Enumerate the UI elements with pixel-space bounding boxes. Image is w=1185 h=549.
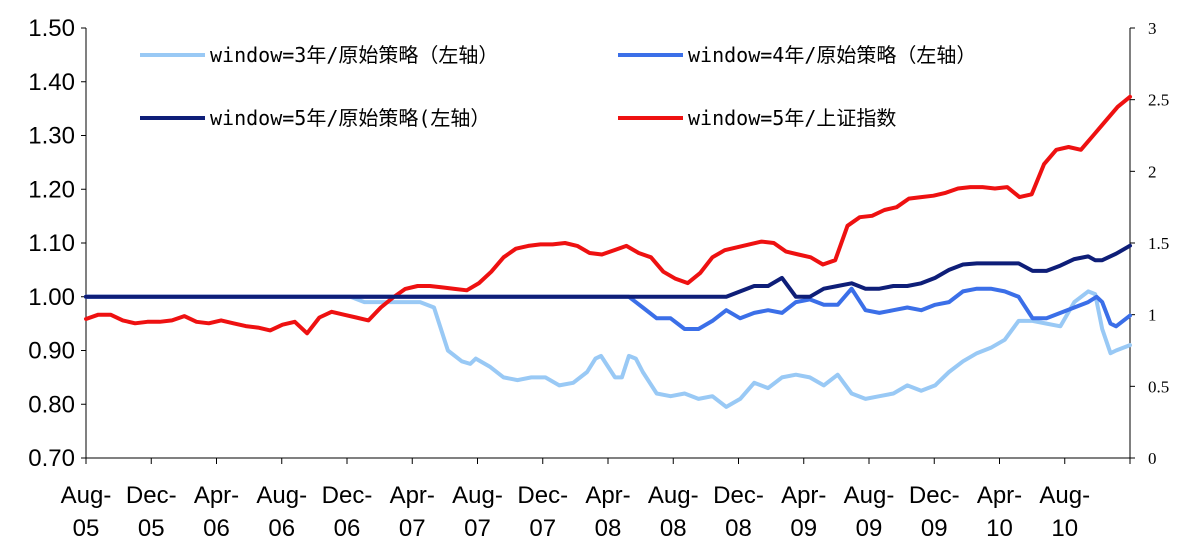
y-left-tick-label: 0.90 (28, 338, 75, 365)
x-tick-label-month: Dec- (713, 482, 764, 509)
y-left-tick-label: 1.40 (28, 69, 75, 96)
y-left-tick-label: 1.00 (28, 284, 75, 311)
y-right-tick-label: 0.5 (1148, 377, 1169, 396)
x-tick-label-month: Aug- (648, 482, 699, 509)
x-tick-label-month: Dec- (909, 482, 960, 509)
chart-axes (81, 27, 1135, 464)
series-line-1 (84, 289, 1132, 409)
chart-tick-labels: 0.70 0.80 0.90 1.00 1.10 1.20 1.30 1.40 1.50 0 0.5… (28, 15, 1169, 542)
y-left-tick-label: 1.30 (28, 123, 75, 150)
y-right-tick-label: 2 (1148, 162, 1157, 181)
x-tick-label-year: 10 (986, 515, 1013, 542)
x-tick-label-year: 08 (725, 515, 752, 542)
chart-legend: window=3年/原始策略（左轴） window=4年/原始策略（左轴） wind… (140, 43, 976, 130)
x-tick-label-month: Dec- (126, 482, 177, 509)
y-right-tick-label: 1 (1148, 306, 1157, 325)
x-tick-label-month: Apr- (781, 482, 826, 509)
x-tick-label-year: 07 (399, 515, 426, 542)
y-left-tick-label: 1.20 (28, 176, 75, 203)
x-tick-label-month: Apr- (585, 482, 630, 509)
x-tick-label-month: Aug- (452, 482, 503, 509)
x-tick-label-month: Apr- (390, 482, 435, 509)
y-left-tick-label: 1.50 (28, 15, 75, 42)
y-right-tick-label: 0 (1148, 449, 1157, 468)
x-tick-label-year: 06 (203, 515, 230, 542)
legend-label-3: window=5年/原始策略(左轴） (210, 106, 490, 130)
x-tick-label-year: 09 (856, 515, 883, 542)
legend-label-1: window=3年/原始策略（左轴） (210, 43, 498, 67)
x-tick-label-month: Aug- (61, 482, 112, 509)
x-tick-label-year: 07 (529, 515, 556, 542)
x-tick-label-year: 09 (790, 515, 817, 542)
y-left-tick-label: 1.10 (28, 230, 75, 257)
x-tick-label-year: 10 (1051, 515, 1078, 542)
x-tick-label-month: Aug- (1039, 482, 1090, 509)
series-line-4 (84, 94, 1132, 336)
legend-label-4: window=5年/上证指数 (688, 106, 896, 130)
chart-series-lines (84, 94, 1132, 409)
x-tick-label-month: Dec- (517, 482, 568, 509)
x-tick-label-year: 05 (138, 515, 165, 542)
x-tick-label-month: Aug- (256, 482, 307, 509)
y-right-tick-label: 1.5 (1148, 234, 1169, 253)
x-tick-label-year: 08 (595, 515, 622, 542)
x-tick-label-year: 08 (660, 515, 687, 542)
x-tick-label-month: Apr- (194, 482, 239, 509)
y-right-tick-label: 3 (1148, 19, 1157, 38)
series-line-3 (84, 243, 1132, 299)
x-tick-label-month: Dec- (322, 482, 373, 509)
x-tick-label-year: 07 (464, 515, 491, 542)
y-left-tick-label: 0.70 (28, 445, 75, 472)
x-tick-label-year: 05 (73, 515, 100, 542)
x-tick-label-year: 09 (921, 515, 948, 542)
y-right-tick-label: 2.5 (1148, 91, 1169, 110)
series-line-2 (84, 286, 1132, 331)
y-left-tick-label: 0.80 (28, 391, 75, 418)
x-tick-label-month: Aug- (844, 482, 895, 509)
legend-label-2: window=4年/原始策略（左轴） (688, 43, 976, 67)
x-tick-label-year: 06 (334, 515, 361, 542)
x-tick-label-year: 06 (268, 515, 295, 542)
x-tick-label-month: Apr- (977, 482, 1022, 509)
